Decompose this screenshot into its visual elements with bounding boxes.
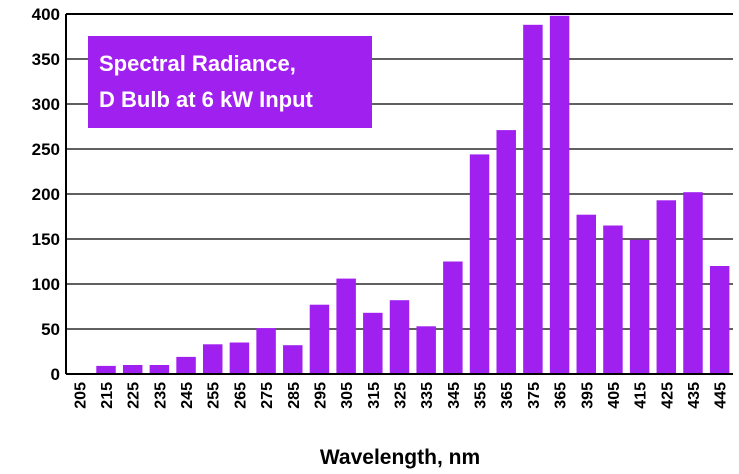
x-tick-label: 335: [419, 382, 436, 409]
bar: [656, 200, 677, 374]
y-tick-label: 350: [32, 50, 60, 69]
x-tick-label: 295: [312, 382, 329, 409]
y-tick-label: 150: [32, 230, 60, 249]
bar: [469, 154, 490, 374]
axes: [65, 13, 733, 375]
chart-title-background: [88, 36, 372, 128]
y-tick-label: 200: [32, 185, 60, 204]
bars: [69, 15, 730, 375]
bar: [363, 312, 383, 374]
bar: [96, 365, 116, 374]
bar: [629, 239, 650, 374]
x-axis-label: Wavelength, nm: [320, 446, 480, 469]
bar: [523, 24, 543, 375]
bar: [683, 192, 703, 374]
bar: [576, 214, 596, 374]
x-tick-label: 445: [713, 382, 730, 409]
bar: [229, 342, 250, 374]
x-tick-label: 245: [179, 382, 196, 409]
x-tick-label: 365: [553, 382, 570, 409]
bar: [709, 266, 730, 374]
x-tick-label: 275: [259, 382, 276, 409]
x-tick-label: 305: [339, 382, 356, 409]
y-tick-labels: 0 50 100 150 200 250 300 350 400: [32, 5, 60, 384]
bar: [149, 365, 170, 374]
bar: [176, 356, 196, 374]
y-tick-label: 300: [32, 95, 60, 114]
bar: [443, 261, 463, 374]
x-tick-label: 425: [659, 382, 676, 409]
bar: [203, 344, 223, 374]
x-tick-label: 345: [446, 382, 463, 409]
bar: [283, 345, 303, 374]
bar: [549, 15, 570, 375]
x-tick-label: 235: [152, 382, 169, 409]
y-tick-label: 50: [41, 320, 60, 339]
x-tick-label: 395: [579, 382, 596, 409]
x-tick-label: 205: [72, 382, 89, 409]
x-tick-label: 285: [286, 382, 303, 409]
y-tick-label: 100: [32, 275, 60, 294]
x-tick-label: 265: [232, 382, 249, 409]
bar: [256, 328, 276, 374]
x-tick-labels: 205 215 225 235 245 255 265 275 285 295 305 315 325 3…: [72, 382, 729, 409]
x-tick-label: 435: [686, 382, 703, 409]
bar: [309, 304, 330, 374]
bar: [603, 225, 623, 374]
x-tick-label: 415: [633, 382, 650, 409]
x-tick-label: 405: [606, 382, 623, 409]
x-tick-label: 225: [126, 382, 143, 409]
bar: [496, 130, 516, 374]
x-tick-label: 215: [99, 382, 116, 409]
y-tick-label: 400: [32, 5, 60, 24]
bar: [122, 365, 143, 374]
bar: [416, 326, 436, 374]
x-tick-label: 325: [393, 382, 410, 409]
x-tick-label: 355: [473, 382, 490, 409]
bar: [389, 300, 410, 374]
y-tick-label: 0: [51, 365, 60, 384]
x-tick-label: 255: [206, 382, 223, 409]
chart-title-line-2: D Bulb at 6 kW Input: [99, 87, 314, 112]
y-tick-label: 250: [32, 140, 60, 159]
x-tick-label: 375: [526, 382, 543, 409]
bar: [336, 278, 356, 374]
x-tick-label: 315: [366, 382, 383, 409]
x-tick-label: 365: [499, 382, 516, 409]
chart-title-line-1: Spectral Radiance,: [99, 51, 296, 76]
chart-title-box: Spectral Radiance, D Bulb at 6 kW Input: [88, 36, 372, 128]
